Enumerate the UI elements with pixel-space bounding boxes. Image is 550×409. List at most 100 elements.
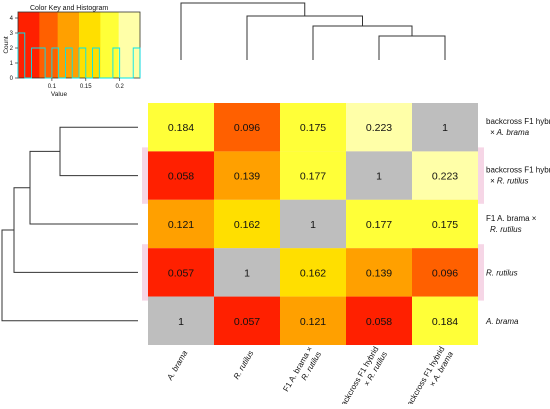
heatmap-cell-r0-c1 [214,103,280,152]
color-key-swatch-34 [121,12,126,78]
column-label-1: R. rutilus [232,349,256,381]
cell-value-r3-c2: 0.162 [300,267,326,279]
heatmap-cell-r2-c2 [280,199,346,249]
color-key-swatch-5 [33,12,37,78]
color-key-swatch-14 [60,12,65,78]
cell-value-r0-c1: 0.096 [234,122,260,134]
color-key-swatch-6 [36,12,40,78]
row-label-1: backcross F1 hybrid [486,166,550,175]
color-key-swatch-26 [97,12,101,78]
color-key-swatch-33 [118,12,123,78]
column-label-2: F1 A. brama ×R. rutilus [281,345,323,393]
color-key-swatch-18 [72,12,77,78]
row-label-3: R. rutilus [486,268,518,277]
heatmap-cell-r2-c4 [412,199,478,249]
color-key-swatch-38 [133,12,138,78]
color-key-ylabel: Count [3,36,10,54]
color-key-swatch-8 [42,12,46,78]
color-key-swatch-16 [66,12,71,78]
row-dendrogram-branch-0 [59,126,138,177]
cell-value-r1-c0: 0.058 [168,171,194,183]
color-key-ytick-label-3: 3 [10,31,14,37]
color-key-ytick-label-4: 4 [10,16,14,22]
cell-value-r0-c3: 0.223 [366,122,392,134]
column-label-0: A. brama [165,349,190,383]
cell-value-r4-c1: 0.057 [234,316,260,328]
heatmap-cell-r3-c4 [412,248,478,297]
heatmap-cell-r0-c4 [412,103,478,152]
heatmap-cell-r1-c3 [346,151,412,200]
heatmap-cell-r1-c4 [412,151,478,200]
heatmap-cell-r3-c1 [214,248,280,297]
column-dendrogram-branch-2 [246,15,363,60]
color-key-swatch-36 [127,12,132,78]
heatmap-cell-r1-c1 [214,151,280,200]
cell-value-r3-c1: 1 [244,267,250,279]
row-dendrogram-branch-1 [29,150,138,225]
heatmap-cell-r3-c0 [148,248,214,297]
cell-value-r0-c0: 0.184 [168,122,194,134]
color-key-swatch-31 [112,12,117,78]
color-key-swatch-0 [18,12,22,78]
column-dendrogram-branch-0 [378,35,446,60]
cell-value-r2-c3: 0.177 [366,219,392,231]
column-dendrogram-branch-1 [312,25,413,60]
color-key-swatch-13 [57,12,62,78]
cell-value-r1-c2: 0.177 [300,171,326,183]
row-label-line2-1: × R. rutilus [490,177,528,186]
color-key-swatch-3 [27,12,31,78]
color-key-swatch-12 [54,12,59,78]
column-dendrogram-branch-3 [180,2,306,60]
color-key-swatch-37 [130,12,135,78]
row-dendrogram-branch-2 [13,187,138,273]
cell-value-r3-c3: 0.139 [366,267,392,279]
color-key-title: Color Key and Histogram [30,5,108,12]
color-key-swatch-11 [51,12,56,78]
heatmap-cell-r0-c0 [148,103,214,152]
color-key-swatch-27 [100,12,104,78]
color-key-swatch-1 [21,12,25,78]
cell-value-r4-c4: 0.184 [432,316,458,328]
row-label-line2-0: × A. brama [490,128,530,137]
color-key-ytick-label-0: 0 [10,76,14,82]
color-key-swatch-24 [91,12,95,78]
heatmap-cell-r2-c3 [346,199,412,249]
color-key-swatch-15 [63,12,68,78]
cell-value-r1-c3: 1 [376,171,382,183]
heatmap-cell-r2-c0 [148,199,214,249]
color-key-xlabel: Value [51,91,68,98]
cell-value-r1-c4: 0.223 [432,171,458,183]
color-key-swatch-28 [103,12,107,78]
color-key-swatch-30 [109,12,114,78]
row-label-4: A. brama [485,317,519,326]
color-key-swatch-32 [115,12,120,78]
color-key-swatch-19 [75,12,80,78]
cell-value-r2-c1: 0.162 [234,219,260,231]
color-key-swatch-7 [39,12,43,78]
heatmap-cell-r4-c2 [280,296,346,345]
color-key-ytick-label-2: 2 [10,46,14,52]
color-key-swatch-4 [30,12,34,78]
cell-value-r0-c4: 1 [442,122,448,134]
cell-value-r4-c2: 0.121 [300,316,326,328]
color-key-swatch-20 [79,12,83,78]
row-label-2: F1 A. brama × [486,214,537,223]
color-key-swatch-10 [48,12,53,78]
cell-value-r2-c0: 0.121 [168,219,194,231]
color-key-swatch-25 [94,12,98,78]
cell-value-r4-c3: 0.058 [366,316,392,328]
row-label-line2-2: R. rutilus [490,225,522,234]
color-key-ytick-label-1: 1 [10,61,14,67]
heatmap-cell-r1-c2 [280,151,346,200]
column-label-line1-0: A. brama [165,349,190,383]
color-key-xtick-label-1: 0.15 [80,84,92,90]
color-key-swatch-9 [45,12,49,78]
heatmap-cell-r3-c3 [346,248,412,297]
color-key-swatch-21 [82,12,86,78]
color-key-swatch-35 [124,12,129,78]
column-label-4: backcross F1 hybrid× A. brama [403,345,456,409]
heatmap-cell-r4-c3 [346,296,412,345]
color-key-swatch-29 [106,12,110,78]
